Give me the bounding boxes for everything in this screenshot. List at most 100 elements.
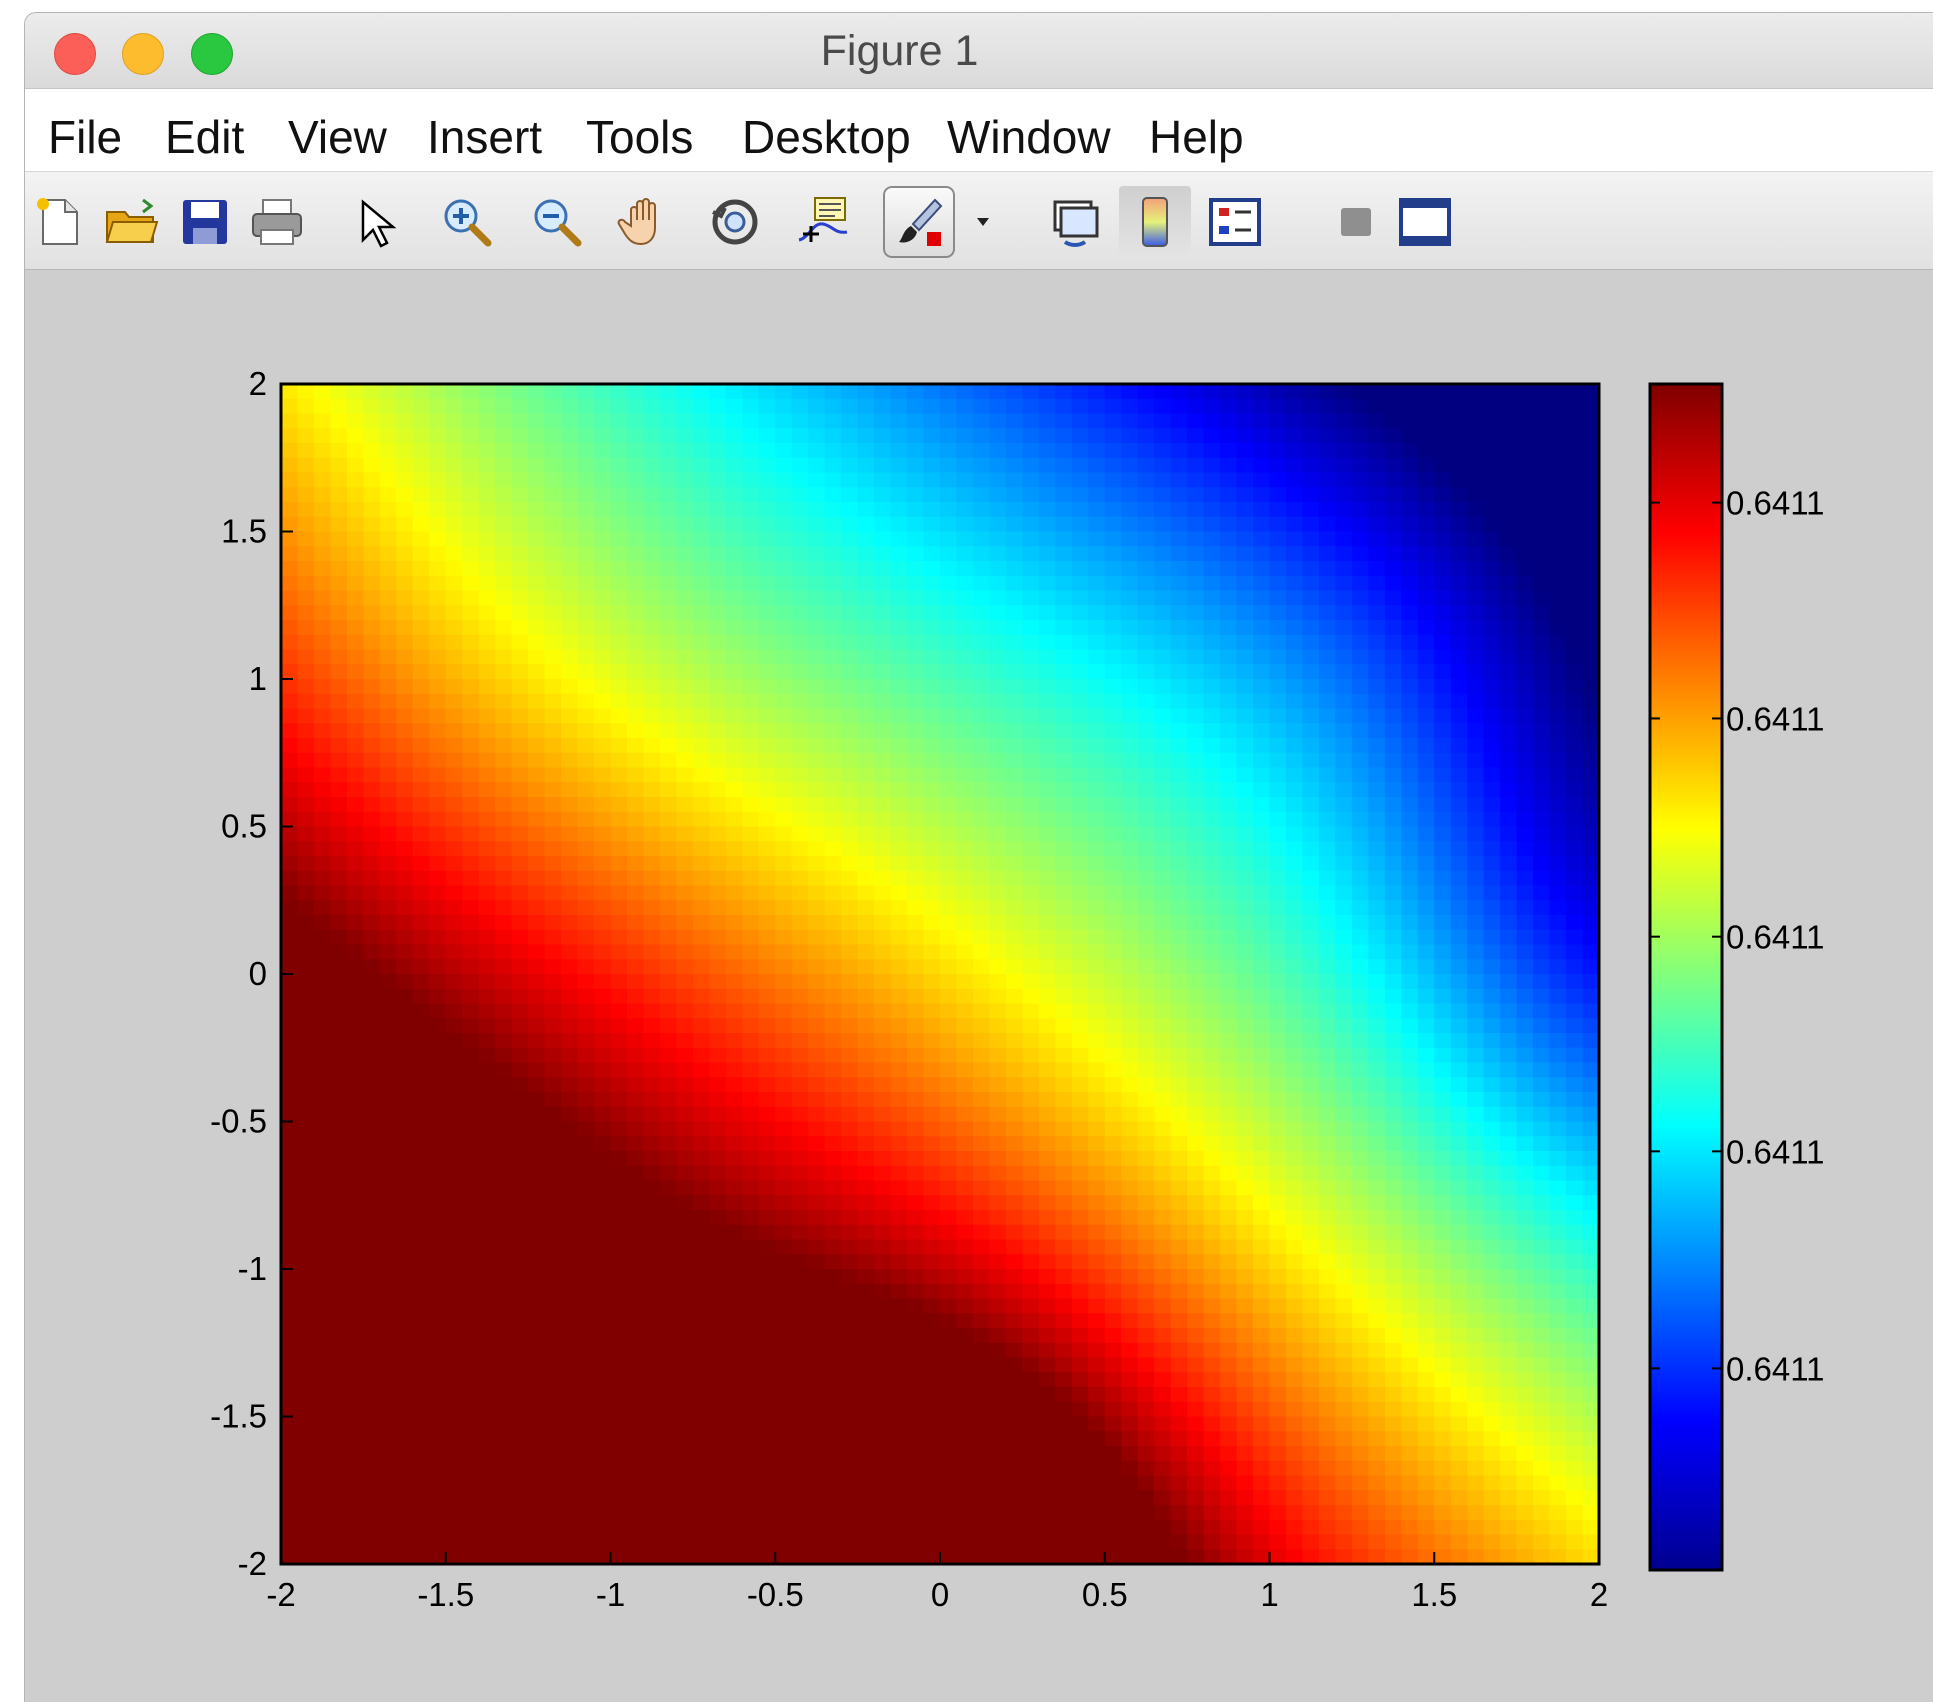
heatmap-cell — [1187, 886, 1204, 901]
heatmap-cell — [1154, 1402, 1171, 1417]
heatmap-cell — [396, 738, 413, 753]
heatmap-cell — [413, 1490, 430, 1505]
heatmap-cell — [874, 945, 891, 960]
heatmap-cell — [956, 1122, 973, 1137]
heatmap-cell — [512, 428, 529, 443]
heatmap-cell — [775, 768, 792, 783]
heatmap-cell — [1055, 1535, 1072, 1550]
heatmap-cell — [775, 1151, 792, 1166]
heatmap-cell — [462, 900, 479, 915]
rotate-3d-icon[interactable] — [707, 194, 763, 250]
heatmap-cell — [660, 812, 677, 827]
new-figure-icon[interactable] — [31, 194, 87, 250]
heatmap-cell — [643, 900, 660, 915]
show-plot-tools-icon[interactable] — [1397, 194, 1453, 250]
heatmap-cell — [561, 768, 578, 783]
heatmap-cell — [1204, 1018, 1221, 1033]
heatmap-cell — [347, 900, 364, 915]
insert-legend-icon[interactable] — [1207, 194, 1263, 250]
heatmap-cell — [314, 989, 331, 1004]
heatmap-cell — [347, 502, 364, 517]
heatmap-cell — [479, 915, 496, 930]
heatmap-cell — [1187, 473, 1204, 488]
heatmap-cell — [479, 1358, 496, 1373]
heatmap-cell — [330, 1063, 347, 1078]
heatmap-cell — [660, 679, 677, 694]
heatmap-cell — [1006, 561, 1023, 576]
heatmap-cell — [1154, 1372, 1171, 1387]
menu-help[interactable]: Help — [1149, 110, 1244, 164]
heatmap-cell — [512, 1092, 529, 1107]
pan-hand-icon[interactable] — [617, 194, 673, 250]
heatmap-cell — [314, 1092, 331, 1107]
menu-window[interactable]: Window — [947, 110, 1111, 164]
heatmap-cell — [1138, 768, 1155, 783]
heatmap-cell — [1286, 841, 1303, 856]
heatmap-cell — [396, 650, 413, 665]
brush-dropdown-icon[interactable] — [963, 194, 1003, 250]
heatmap-cell — [1039, 458, 1056, 473]
heatmap-cell — [512, 458, 529, 473]
heatmap-cell — [907, 915, 924, 930]
hide-plot-tools-icon[interactable] — [1327, 194, 1383, 250]
zoom-out-icon[interactable] — [529, 194, 585, 250]
heatmap-cell — [347, 1048, 364, 1063]
heatmap-cell — [660, 1240, 677, 1255]
save-icon[interactable] — [177, 194, 233, 250]
heatmap-cells[interactable] — [281, 384, 1600, 1565]
insert-colorbar-icon[interactable] — [1119, 186, 1191, 258]
edit-plot-pointer-icon[interactable] — [345, 194, 401, 250]
heatmap-cell — [1138, 1166, 1155, 1181]
heatmap-cell — [446, 1210, 463, 1225]
heatmap-cell — [1237, 768, 1254, 783]
heatmap-cell — [1072, 974, 1089, 989]
heatmap-cell — [1220, 1476, 1237, 1491]
menu-edit[interactable]: Edit — [165, 110, 244, 164]
heatmap-cell — [792, 679, 809, 694]
heatmap-cell — [907, 1402, 924, 1417]
zoom-in-icon[interactable] — [439, 194, 495, 250]
menu-tools[interactable]: Tools — [586, 110, 693, 164]
heatmap-cell — [380, 900, 397, 915]
heatmap-cell — [1121, 900, 1138, 915]
heatmap-cell — [726, 1299, 743, 1314]
heatmap-cell — [874, 458, 891, 473]
heatmap-cell — [297, 473, 314, 488]
menu-insert[interactable]: Insert — [427, 110, 542, 164]
heatmap-cell — [396, 959, 413, 974]
heatmap-cell — [1055, 1048, 1072, 1063]
heatmap-cell — [545, 546, 562, 561]
open-file-icon[interactable] — [103, 194, 159, 250]
heatmap-cell — [874, 1122, 891, 1137]
print-icon[interactable] — [249, 194, 305, 250]
menu-file[interactable]: File — [48, 110, 122, 164]
heatmap-cell — [726, 443, 743, 458]
menu-view[interactable]: View — [288, 110, 387, 164]
heatmap-cell — [627, 443, 644, 458]
data-cursor-icon[interactable] — [795, 194, 851, 250]
heatmap-cell — [891, 546, 908, 561]
heatmap-cell — [413, 1210, 430, 1225]
menu-desktop[interactable]: Desktop — [742, 110, 911, 164]
heatmap-cell — [643, 945, 660, 960]
heatmap-cell — [858, 886, 875, 901]
heatmap-cell — [891, 886, 908, 901]
heatmap-cell — [495, 900, 512, 915]
heatmap-cell — [1105, 768, 1122, 783]
title-bar[interactable]: Figure 1 — [25, 13, 1933, 89]
heatmap-cell — [462, 974, 479, 989]
heatmap-cell — [1039, 841, 1056, 856]
heatmap-cell — [545, 738, 562, 753]
heatmap-cell — [1006, 1166, 1023, 1181]
brush-icon[interactable] — [883, 186, 955, 258]
heatmap-cell — [1022, 1358, 1039, 1373]
link-plot-icon[interactable] — [1047, 194, 1103, 250]
heatmap-cell — [1171, 915, 1188, 930]
heatmap-cell — [314, 546, 331, 561]
heatmap-cell — [1286, 561, 1303, 576]
heatmap-cell — [1237, 1549, 1254, 1564]
heatmap-cell — [1055, 1166, 1072, 1181]
heatmap-cell — [446, 517, 463, 532]
heatmap-cell — [891, 650, 908, 665]
heatmap-cell — [709, 989, 726, 1004]
